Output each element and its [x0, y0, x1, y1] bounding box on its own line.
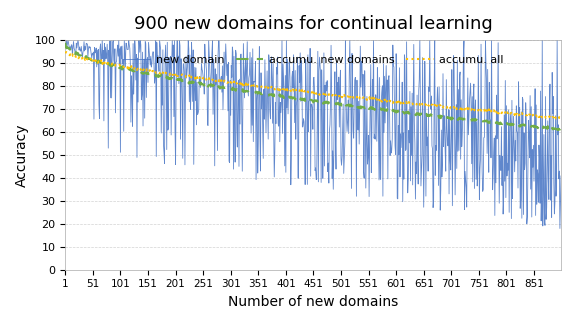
Title: 900 new domains for continual learning: 900 new domains for continual learning	[134, 15, 492, 33]
accumu. new domains	[116, 66, 123, 70]
accumu. new domains	[274, 94, 281, 98]
new domain	[558, 174, 564, 178]
Line: accumu. new domains: accumu. new domains	[65, 43, 561, 130]
accumu. all	[435, 104, 442, 108]
accumu. all	[116, 63, 123, 67]
new domain	[415, 88, 422, 92]
accumu. all	[191, 77, 198, 81]
new domain	[62, 44, 69, 48]
accumu. all	[558, 117, 564, 121]
accumu. new domains	[558, 128, 564, 132]
accumu. all	[62, 50, 69, 54]
accumu. new domains	[415, 112, 422, 116]
accumu. all	[490, 109, 497, 113]
new domain	[274, 55, 281, 59]
X-axis label: Number of new domains: Number of new domains	[228, 295, 398, 309]
Legend: new domain, accumu. new domains, accumu. all: new domain, accumu. new domains, accumu.…	[118, 50, 508, 69]
new domain	[191, 65, 198, 69]
Y-axis label: Accuracy: Accuracy	[15, 123, 29, 187]
Line: accumu. all: accumu. all	[65, 52, 561, 119]
accumu. new domains	[490, 122, 497, 125]
new domain	[490, 150, 497, 154]
new domain	[116, 47, 123, 51]
new domain	[63, 38, 70, 42]
accumu. new domains	[555, 128, 562, 132]
Line: new domain: new domain	[65, 40, 561, 228]
accumu. new domains	[435, 114, 442, 118]
accumu. all	[274, 87, 281, 90]
new domain	[556, 226, 563, 230]
accumu. new domains	[191, 81, 198, 85]
new domain	[435, 85, 442, 89]
accumu. all	[415, 103, 422, 107]
accumu. new domains	[62, 41, 69, 45]
